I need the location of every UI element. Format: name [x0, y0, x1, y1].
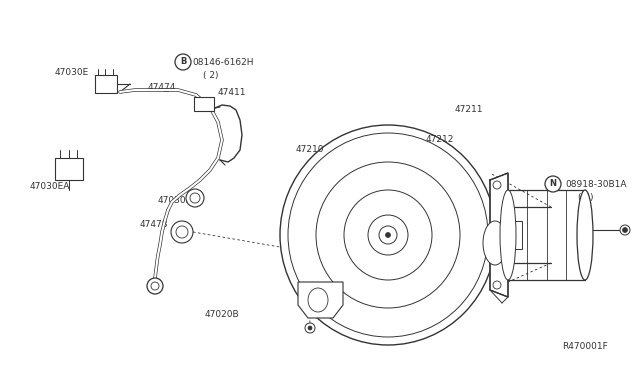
Text: N: N	[550, 180, 557, 189]
Circle shape	[147, 278, 163, 294]
Ellipse shape	[577, 190, 593, 280]
Circle shape	[545, 176, 561, 192]
Bar	[194, 97, 214, 111]
Circle shape	[385, 232, 390, 237]
Ellipse shape	[483, 221, 507, 265]
Ellipse shape	[368, 215, 408, 255]
Circle shape	[623, 228, 627, 232]
Bar	[95, 75, 117, 93]
Bar	[55, 158, 83, 180]
Text: 47474: 47474	[148, 83, 177, 92]
Text: 47020B: 47020B	[205, 310, 239, 319]
Text: 08918-30B1A: 08918-30B1A	[565, 180, 627, 189]
Text: B: B	[180, 58, 186, 67]
Text: 47210: 47210	[296, 145, 324, 154]
Text: 47478: 47478	[140, 220, 168, 229]
Circle shape	[493, 181, 501, 189]
Ellipse shape	[280, 125, 496, 345]
Text: R470001F: R470001F	[562, 342, 608, 351]
Ellipse shape	[379, 226, 397, 244]
Ellipse shape	[500, 190, 516, 280]
Text: 47030E: 47030E	[158, 196, 192, 205]
Text: 47030E: 47030E	[55, 68, 89, 77]
Circle shape	[186, 189, 204, 207]
Text: 08146-6162H: 08146-6162H	[192, 58, 253, 67]
Circle shape	[620, 225, 630, 235]
Circle shape	[493, 281, 501, 289]
Circle shape	[190, 193, 200, 203]
Polygon shape	[490, 173, 508, 297]
Circle shape	[308, 326, 312, 330]
Circle shape	[305, 323, 315, 333]
Text: ( 2): ( 2)	[203, 71, 218, 80]
Text: 47411: 47411	[218, 88, 246, 97]
Text: 47211: 47211	[455, 105, 483, 114]
Text: ( 4): ( 4)	[578, 193, 593, 202]
Polygon shape	[298, 282, 343, 318]
Ellipse shape	[308, 288, 328, 312]
Bar	[506, 221, 522, 249]
Circle shape	[176, 226, 188, 238]
Circle shape	[175, 54, 191, 70]
Circle shape	[151, 282, 159, 290]
Text: 47030EA: 47030EA	[30, 182, 70, 191]
Text: 47212: 47212	[426, 135, 454, 144]
Circle shape	[171, 221, 193, 243]
